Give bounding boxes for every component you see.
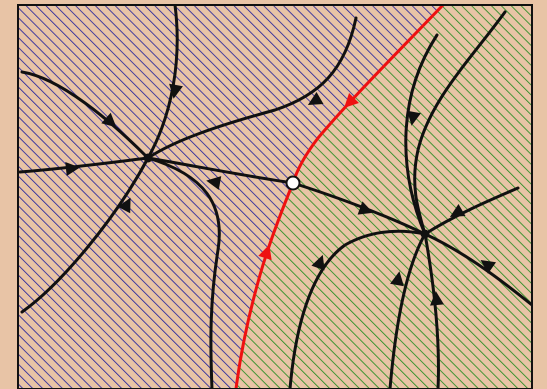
arrow-icon: [307, 91, 324, 105]
arrow-icon: [65, 162, 80, 176]
arrow-icon: [311, 254, 325, 271]
arrow-icon: [258, 244, 272, 261]
trajectory-saddle-to-left: [146, 156, 295, 185]
trajectory-right-1: [413, 10, 507, 236]
trajectory-right-2: [404, 33, 439, 236]
arrow-icon: [407, 110, 421, 126]
arrow-icon: [390, 271, 404, 287]
trajectory-arrows: [65, 83, 497, 306]
trajectory-left-6: [146, 156, 221, 389]
plot-frame: [17, 4, 533, 389]
trajectory-left-3: [146, 16, 358, 160]
arrow-icon: [206, 176, 222, 190]
arrow-icon: [117, 197, 131, 214]
arrow-icon: [101, 112, 117, 128]
arrow-icon: [449, 203, 466, 217]
arrow-icon: [357, 201, 374, 215]
saddle-point: [285, 175, 301, 191]
arrow-icon: [169, 83, 183, 99]
arrow-icon: [430, 291, 444, 306]
trajectory-left-4: [18, 156, 150, 174]
trajectory-left-5: [20, 156, 150, 314]
trajectory-right-7: [288, 229, 427, 389]
stable-node-left: [143, 153, 153, 163]
trajectories: [18, 5, 532, 389]
trajectory-left-1: [20, 70, 150, 160]
trajectory-right-5: [423, 232, 440, 389]
trajectory-right-6: [388, 232, 427, 389]
trajectory-right-4: [423, 232, 532, 307]
arrow-icon: [480, 259, 497, 274]
trajectory-right-3: [423, 186, 520, 236]
stable-node-right: [420, 229, 430, 239]
